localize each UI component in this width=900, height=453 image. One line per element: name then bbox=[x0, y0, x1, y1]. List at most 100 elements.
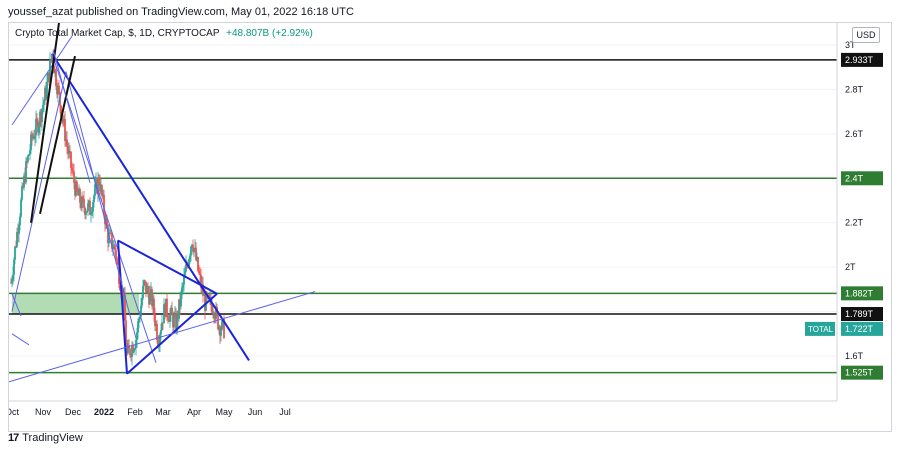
candle-body bbox=[105, 218, 107, 225]
currency-button[interactable]: USD bbox=[852, 27, 880, 43]
total-tag: TOTAL bbox=[808, 325, 834, 334]
candle-body bbox=[162, 322, 164, 324]
candle-body bbox=[215, 306, 217, 320]
candle-body bbox=[190, 246, 192, 256]
candle-body bbox=[99, 182, 101, 192]
candle-body bbox=[31, 134, 33, 139]
candle-body bbox=[183, 275, 185, 285]
candle-body bbox=[42, 104, 44, 110]
candle-body bbox=[34, 135, 36, 139]
candle-body bbox=[28, 154, 30, 156]
candle-body bbox=[108, 232, 110, 244]
y-tick-label: 2T bbox=[845, 262, 856, 272]
candle-body bbox=[136, 332, 138, 340]
plot-background bbox=[9, 23, 891, 431]
trend-line bbox=[51, 53, 250, 361]
time-axis bbox=[9, 401, 891, 431]
candle-body bbox=[76, 181, 78, 191]
candle-body bbox=[176, 313, 178, 332]
candle-body bbox=[196, 257, 198, 260]
price-label: 1.722T bbox=[845, 324, 874, 334]
candle-body bbox=[155, 323, 157, 326]
candle-body bbox=[44, 87, 46, 101]
candle-body bbox=[75, 181, 77, 196]
candle-body bbox=[140, 305, 142, 317]
candle-body bbox=[90, 213, 92, 215]
candle-body bbox=[64, 119, 66, 141]
candle-body bbox=[41, 109, 43, 123]
price-label: 1.882T bbox=[845, 288, 874, 298]
y-tick-label: 2.8T bbox=[845, 84, 864, 94]
trend-line bbox=[39, 55, 76, 215]
candle-body bbox=[152, 298, 154, 306]
candle-body bbox=[213, 312, 215, 319]
candle-body bbox=[35, 118, 37, 136]
candle-body bbox=[23, 175, 25, 188]
candle-body bbox=[156, 323, 158, 341]
footer-brand: TradingView bbox=[22, 432, 83, 444]
candle-body bbox=[21, 186, 23, 200]
price-label-box bbox=[841, 365, 883, 380]
candle-body bbox=[119, 284, 121, 291]
candle-body bbox=[127, 345, 129, 354]
candle-body bbox=[70, 151, 72, 168]
candle-body bbox=[102, 194, 104, 196]
price-chart[interactable]: 3T2.8T2.6T2.4T2.2T2T1.8T1.6T2.933T2.4T1.… bbox=[9, 23, 892, 432]
candle-body bbox=[203, 294, 205, 296]
candle-body bbox=[163, 304, 165, 324]
candle-body bbox=[150, 289, 152, 293]
candle-body bbox=[74, 182, 76, 196]
price-label: 2.933T bbox=[845, 55, 874, 65]
candle-body bbox=[181, 287, 183, 292]
footer[interactable]: 17 TradingView bbox=[8, 432, 83, 444]
candle-body bbox=[160, 330, 162, 335]
candle-body bbox=[101, 185, 103, 196]
price-axis bbox=[837, 23, 891, 431]
candle-body bbox=[173, 316, 175, 328]
candle-body bbox=[62, 118, 64, 123]
candle-body bbox=[109, 232, 111, 234]
total-tag-box bbox=[805, 321, 835, 336]
candle-body bbox=[220, 329, 222, 336]
candle-body bbox=[117, 260, 119, 265]
candle-body bbox=[221, 320, 223, 330]
x-tick-label: Apr bbox=[187, 407, 201, 417]
candle-body bbox=[53, 65, 55, 74]
candle-body bbox=[198, 270, 200, 274]
candle-body bbox=[14, 246, 16, 260]
candle-body bbox=[77, 190, 79, 196]
candle-body bbox=[211, 304, 213, 313]
candle-body bbox=[214, 318, 216, 320]
candle-body bbox=[195, 247, 197, 260]
candle-body bbox=[138, 318, 140, 322]
candle-body bbox=[161, 322, 163, 331]
candle-body bbox=[81, 196, 83, 209]
candle-body bbox=[46, 82, 48, 99]
candle-body bbox=[126, 342, 128, 354]
candle-body bbox=[49, 59, 51, 82]
candle-body bbox=[73, 171, 75, 183]
candle-body bbox=[115, 250, 117, 260]
x-tick-label: Feb bbox=[127, 407, 143, 417]
candle-body bbox=[157, 340, 159, 347]
candle-body bbox=[95, 179, 97, 185]
candle-body bbox=[103, 194, 105, 214]
candle-body bbox=[11, 279, 13, 283]
candle-body bbox=[137, 321, 139, 333]
candle-body bbox=[123, 295, 125, 306]
candle-body bbox=[178, 299, 180, 319]
trend-line bbox=[52, 49, 91, 183]
candle-body bbox=[219, 326, 221, 336]
candle-body bbox=[146, 286, 148, 294]
candle-body bbox=[51, 54, 53, 61]
candle-body bbox=[205, 293, 207, 311]
trend-line bbox=[11, 35, 73, 126]
candle-body bbox=[30, 134, 32, 151]
trend-line bbox=[11, 293, 22, 317]
candle-body bbox=[18, 225, 20, 234]
candle-body bbox=[33, 136, 35, 139]
y-tick-label: 3T bbox=[845, 40, 856, 50]
candle-body bbox=[133, 349, 135, 353]
candle-body bbox=[91, 211, 93, 214]
candle-body bbox=[148, 292, 150, 305]
